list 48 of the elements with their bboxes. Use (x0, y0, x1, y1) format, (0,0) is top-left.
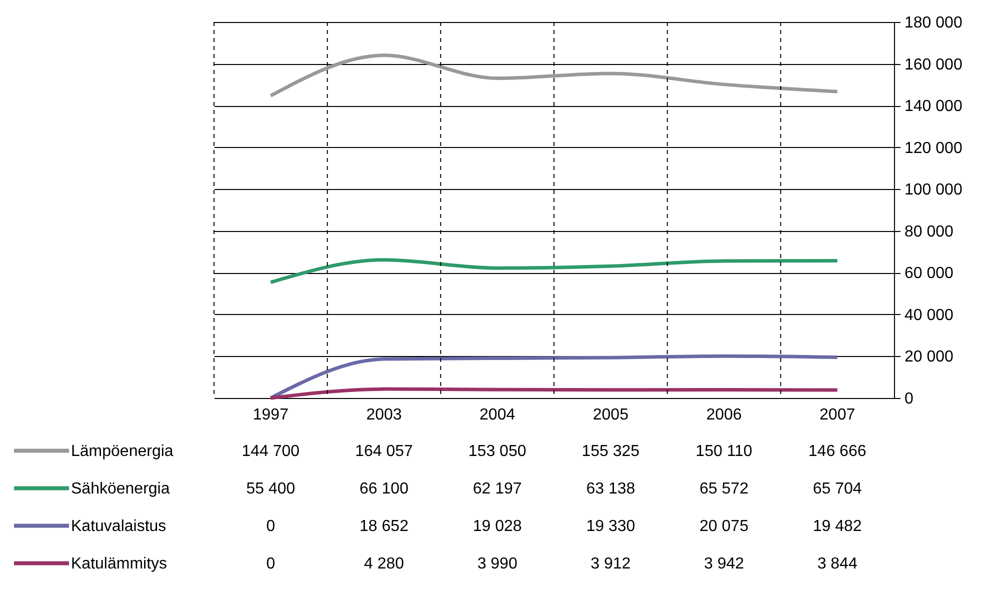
line-series (268, 54, 840, 98)
data-label: 3 990 (477, 555, 518, 572)
y-tick-label: 80 000 (904, 223, 954, 240)
x-tick-label: 2007 (820, 406, 856, 424)
y-tick-label: 120 000 (904, 140, 962, 157)
data-label: 20 075 (700, 518, 749, 535)
data-label: 62 197 (472, 480, 522, 498)
data-label: 153 050 (468, 442, 526, 460)
legend-label: Sähköenergia (71, 480, 170, 498)
data-label: 144 700 (242, 442, 300, 460)
data-label: 155 325 (582, 442, 640, 460)
x-tick-label: 2005 (592, 406, 629, 424)
line-series (268, 354, 840, 400)
data-label: 164 057 (355, 442, 414, 460)
y-tick-label: 160 000 (904, 56, 962, 74)
data-label: 19 482 (812, 518, 862, 535)
data-label: 0 (266, 555, 276, 572)
data-label: 63 138 (586, 480, 636, 498)
legend-label: Lämpöenergia (71, 442, 174, 460)
y-tick-label: 60 000 (904, 265, 954, 282)
data-label: 19 330 (586, 518, 636, 535)
legend-label: Katulämmitys (71, 555, 168, 572)
data-label: 65 572 (700, 480, 749, 498)
x-tick-label: 2004 (480, 406, 516, 424)
data-label: 150 110 (696, 442, 752, 460)
data-label: 66 100 (360, 480, 409, 498)
data-label: 55 400 (246, 480, 296, 498)
legend-label: Katuvalaistus (71, 518, 166, 535)
data-label: 18 652 (360, 518, 409, 535)
data-label: 19 028 (472, 518, 522, 535)
y-tick-label: 100 000 (904, 182, 962, 199)
data-label: 3 942 (704, 555, 744, 572)
y-tick-label: 0 (904, 390, 914, 408)
y-tick-label: 20 000 (904, 348, 954, 366)
data-label: 0 (266, 518, 276, 535)
x-tick-label: 1997 (252, 406, 289, 424)
data-label: 65 704 (812, 480, 862, 498)
y-tick-label: 40 000 (904, 306, 954, 324)
data-label: 3 844 (817, 555, 858, 572)
y-tick-label: 140 000 (904, 98, 962, 116)
data-label: 4 280 (364, 555, 404, 572)
line-series (268, 258, 840, 284)
x-tick-label: 2006 (706, 406, 742, 424)
x-tick-label: 2003 (366, 406, 402, 424)
data-label: 146 666 (808, 442, 866, 460)
line-series (268, 387, 840, 400)
y-tick-label: 180 000 (904, 14, 962, 32)
data-label: 3 912 (590, 555, 631, 572)
